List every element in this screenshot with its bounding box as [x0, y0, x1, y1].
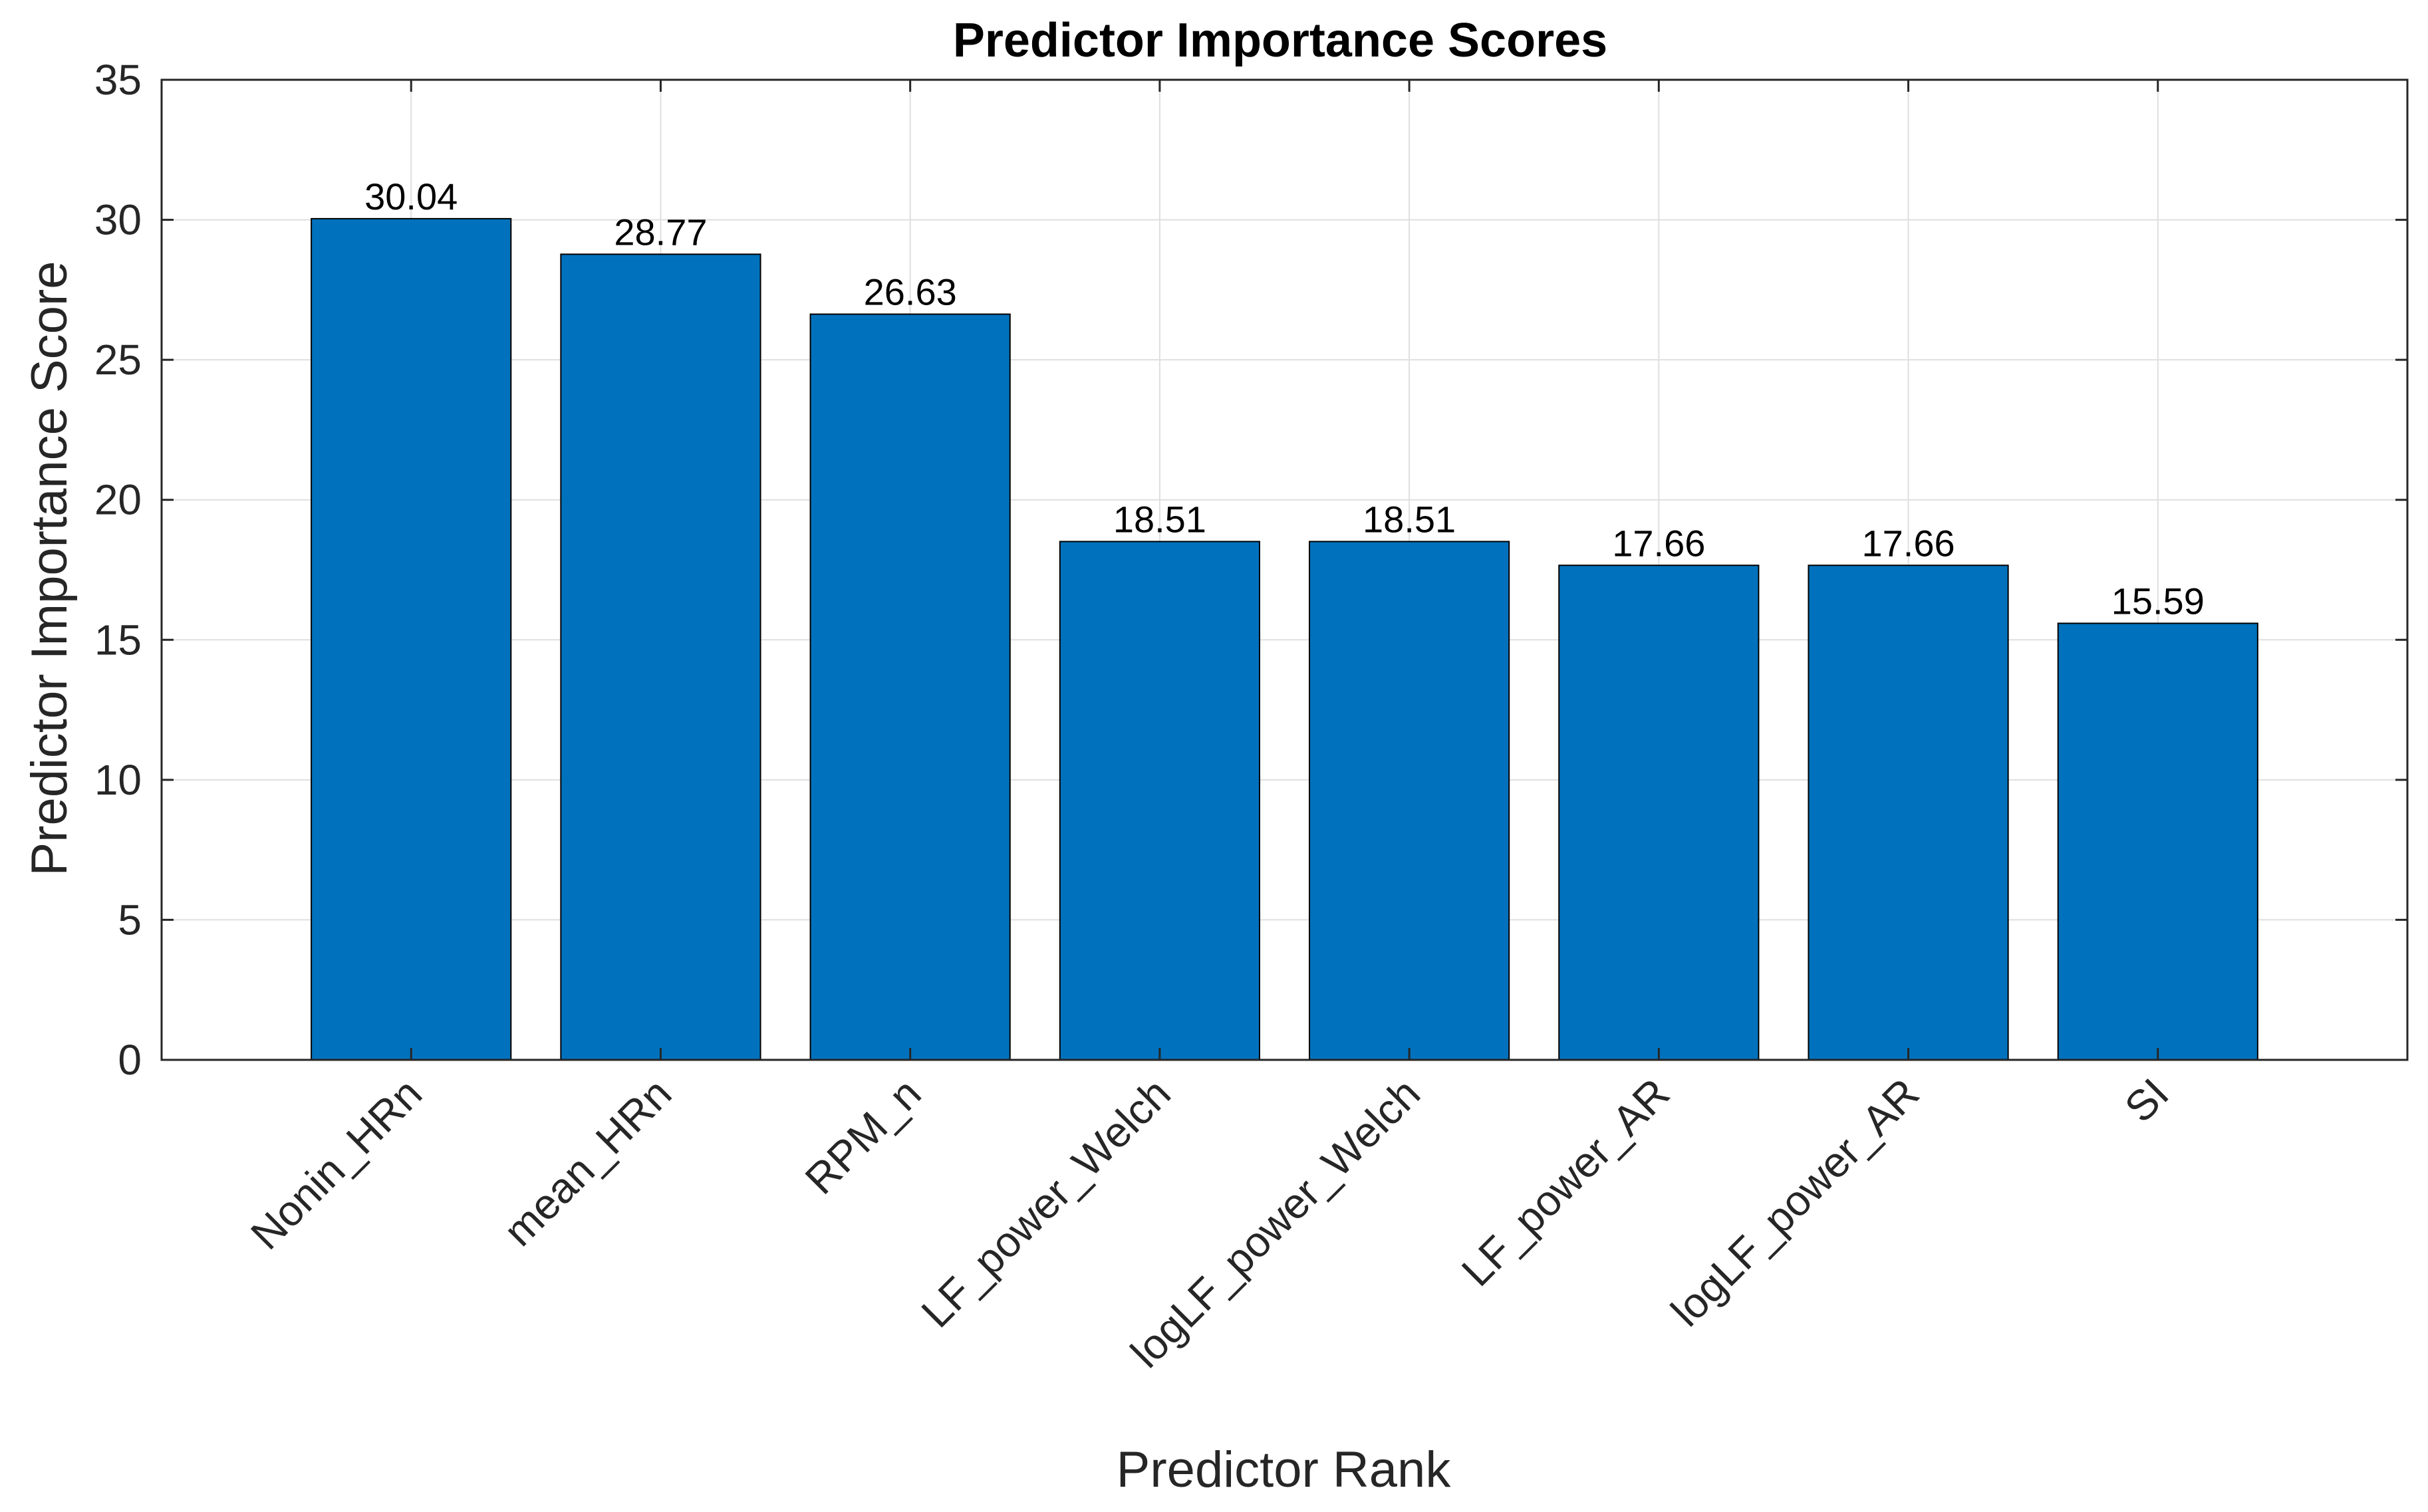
- y-tick-label: 10: [94, 756, 142, 804]
- y-tick-label: 20: [94, 476, 142, 524]
- bar-SI: [2057, 622, 2258, 1061]
- data-label: 17.66: [1861, 522, 1955, 564]
- bar-logLF_power_Welch: [1309, 541, 1510, 1061]
- data-label: 18.51: [1363, 498, 1456, 540]
- bar-logLF_power_AR: [1808, 565, 2009, 1061]
- bar-LF_power_Welch: [1059, 541, 1260, 1061]
- y-tick-label: 0: [118, 1036, 142, 1084]
- x-axis-label: Predictor Rank: [1117, 1442, 1452, 1498]
- bar-Nonin_HRn: [311, 217, 512, 1061]
- bars: [311, 217, 2258, 1061]
- axes: [160, 78, 2409, 1061]
- bar-RPM_n: [809, 313, 1011, 1061]
- data-label: 17.66: [1612, 522, 1705, 564]
- data-label: 28.77: [614, 211, 707, 253]
- y-tick-label: 15: [94, 616, 142, 664]
- data-label: 26.63: [864, 271, 957, 313]
- data-label: 30.04: [364, 176, 458, 217]
- bar-mean_HRn: [560, 253, 761, 1061]
- y-tick-label: 25: [94, 336, 142, 384]
- chart-title: Predictor Importance Scores: [953, 14, 1607, 67]
- y-tick-label: 5: [118, 896, 142, 944]
- y-tick-label: 35: [94, 56, 142, 104]
- data-labels: 30.04 28.77 26.63 18.51 18.51 17.66 17.66 15.59: [364, 176, 2205, 622]
- data-label: 18.51: [1113, 498, 1206, 540]
- bar-LF_power_AR: [1558, 565, 1760, 1061]
- y-axis-label: Predictor Importance Score: [21, 261, 78, 876]
- data-label: 15.59: [2111, 580, 2205, 622]
- y-tick-label: 30: [94, 196, 142, 244]
- axes-box: [160, 78, 2409, 1061]
